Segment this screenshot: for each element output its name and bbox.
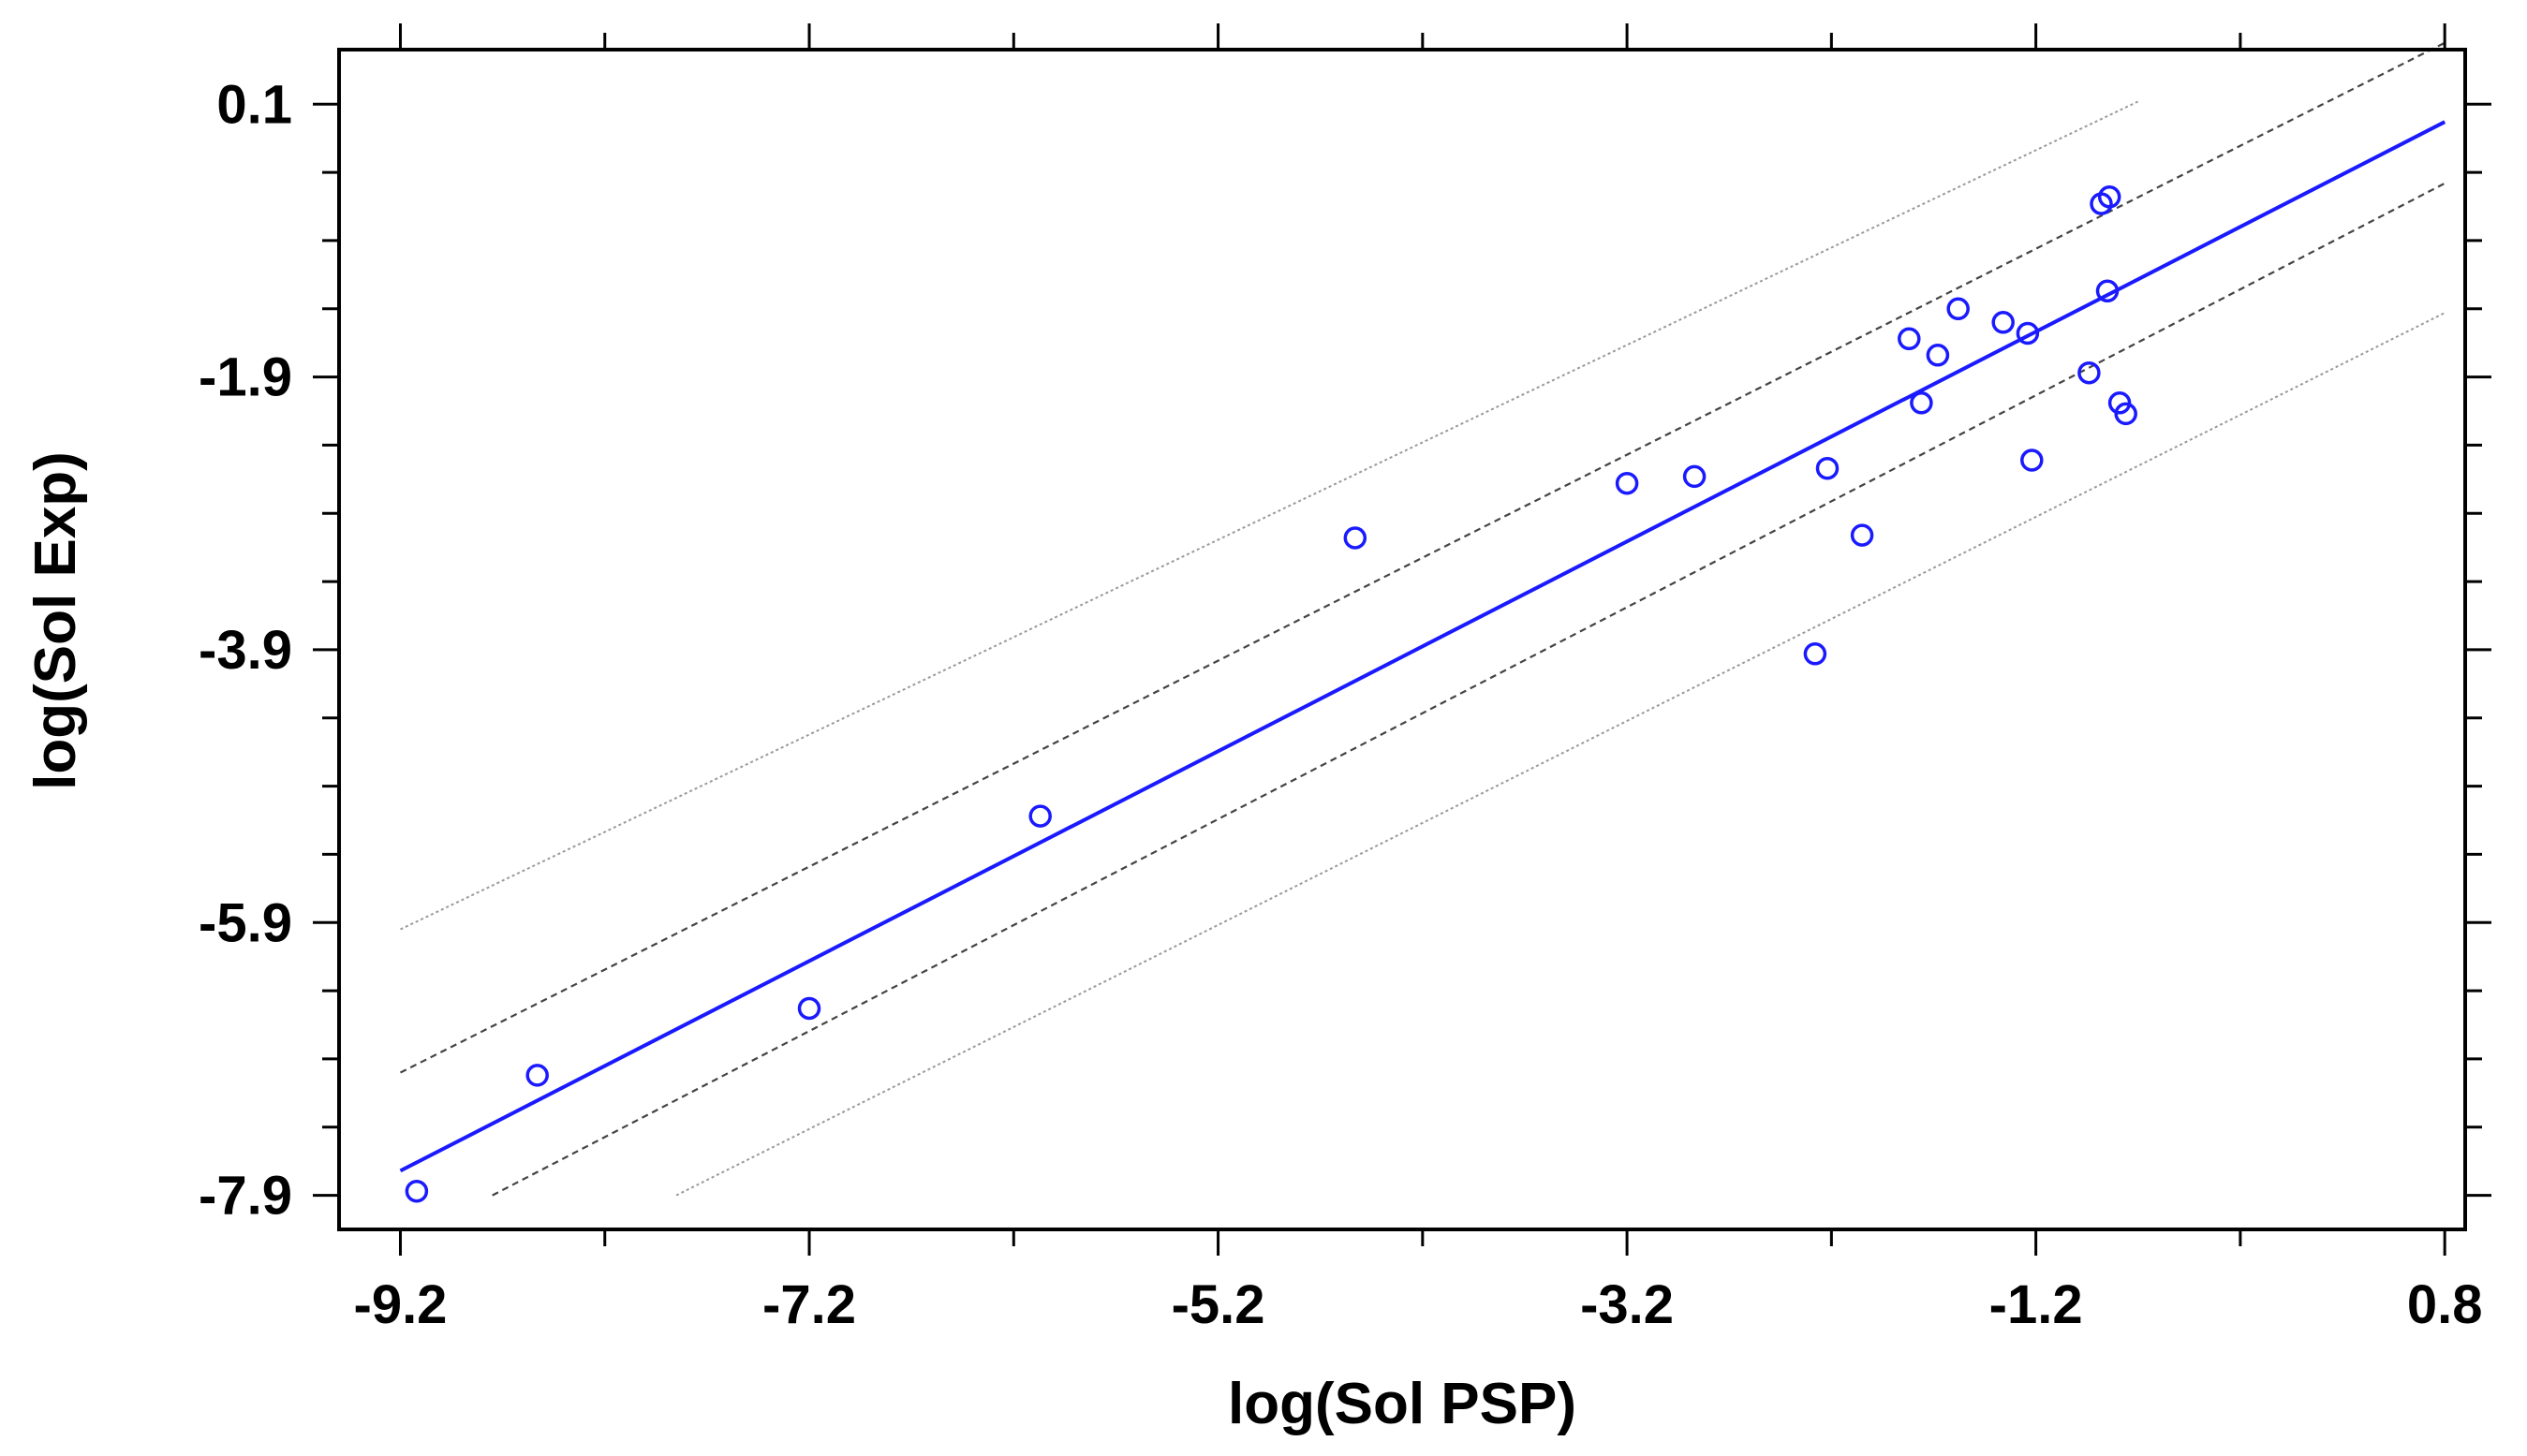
- fit-line: [399, 120, 2446, 1173]
- x-tick-label: -1.2: [1989, 1274, 2083, 1335]
- data-point: [2016, 321, 2040, 346]
- confidence-band-line: [492, 182, 2446, 1197]
- data-point: [1615, 471, 1639, 495]
- data-point: [1991, 311, 2015, 334]
- x-tick-label: -7.2: [762, 1274, 856, 1335]
- data-point: [1850, 523, 1874, 547]
- x-tick-label: 0.8: [2407, 1274, 2483, 1335]
- x-tick-label: -9.2: [354, 1274, 448, 1335]
- data-point: [1343, 526, 1367, 550]
- y-tick-label: -3.9: [199, 620, 292, 681]
- data-point: [2020, 449, 2044, 472]
- plot-frame: [337, 48, 2467, 1231]
- x-tick-label: -3.2: [1580, 1274, 1674, 1335]
- prediction-band-line: [675, 312, 2446, 1197]
- y-axis-tick-labels: 0.1 -1.9 -3.9 -5.9 -7.9: [199, 74, 292, 1226]
- data-point: [1815, 456, 1840, 480]
- data-points: [405, 185, 2137, 1203]
- x-axis-tick-labels: -9.2 -7.2 -5.2 -3.2 -1.2 0.8: [354, 1274, 2483, 1335]
- data-point: [1898, 327, 1921, 351]
- confidence-band-line: [400, 41, 2446, 1074]
- data-point: [2077, 360, 2101, 385]
- data-point: [1926, 344, 1950, 367]
- y-axis-ticks: [313, 102, 2491, 1198]
- band-lines: [400, 41, 2446, 1197]
- x-tick-label: -5.2: [1172, 1274, 1265, 1335]
- data-point: [1682, 464, 1707, 489]
- data-point: [1946, 297, 1970, 321]
- data-point: [1028, 804, 1052, 828]
- fit-line-group: [399, 120, 2446, 1173]
- data-point: [2097, 185, 2121, 209]
- data-point: [2114, 402, 2137, 426]
- y-tick-label: 0.1: [216, 74, 292, 135]
- data-point: [525, 1064, 549, 1087]
- y-axis-title: log(Sol Exp): [23, 451, 88, 790]
- data-point: [797, 996, 821, 1021]
- y-tick-label: -7.9: [199, 1166, 292, 1227]
- y-tick-label: -1.9: [199, 347, 292, 408]
- x-axis-title: log(Sol PSP): [1228, 1372, 1576, 1436]
- prediction-band-line: [400, 100, 2139, 931]
- data-point: [1803, 642, 1827, 666]
- x-axis-ticks: [398, 23, 2446, 1256]
- y-tick-label: -5.9: [199, 892, 292, 953]
- data-point: [2095, 279, 2120, 303]
- data-point: [405, 1179, 429, 1203]
- data-point: [1910, 391, 1933, 415]
